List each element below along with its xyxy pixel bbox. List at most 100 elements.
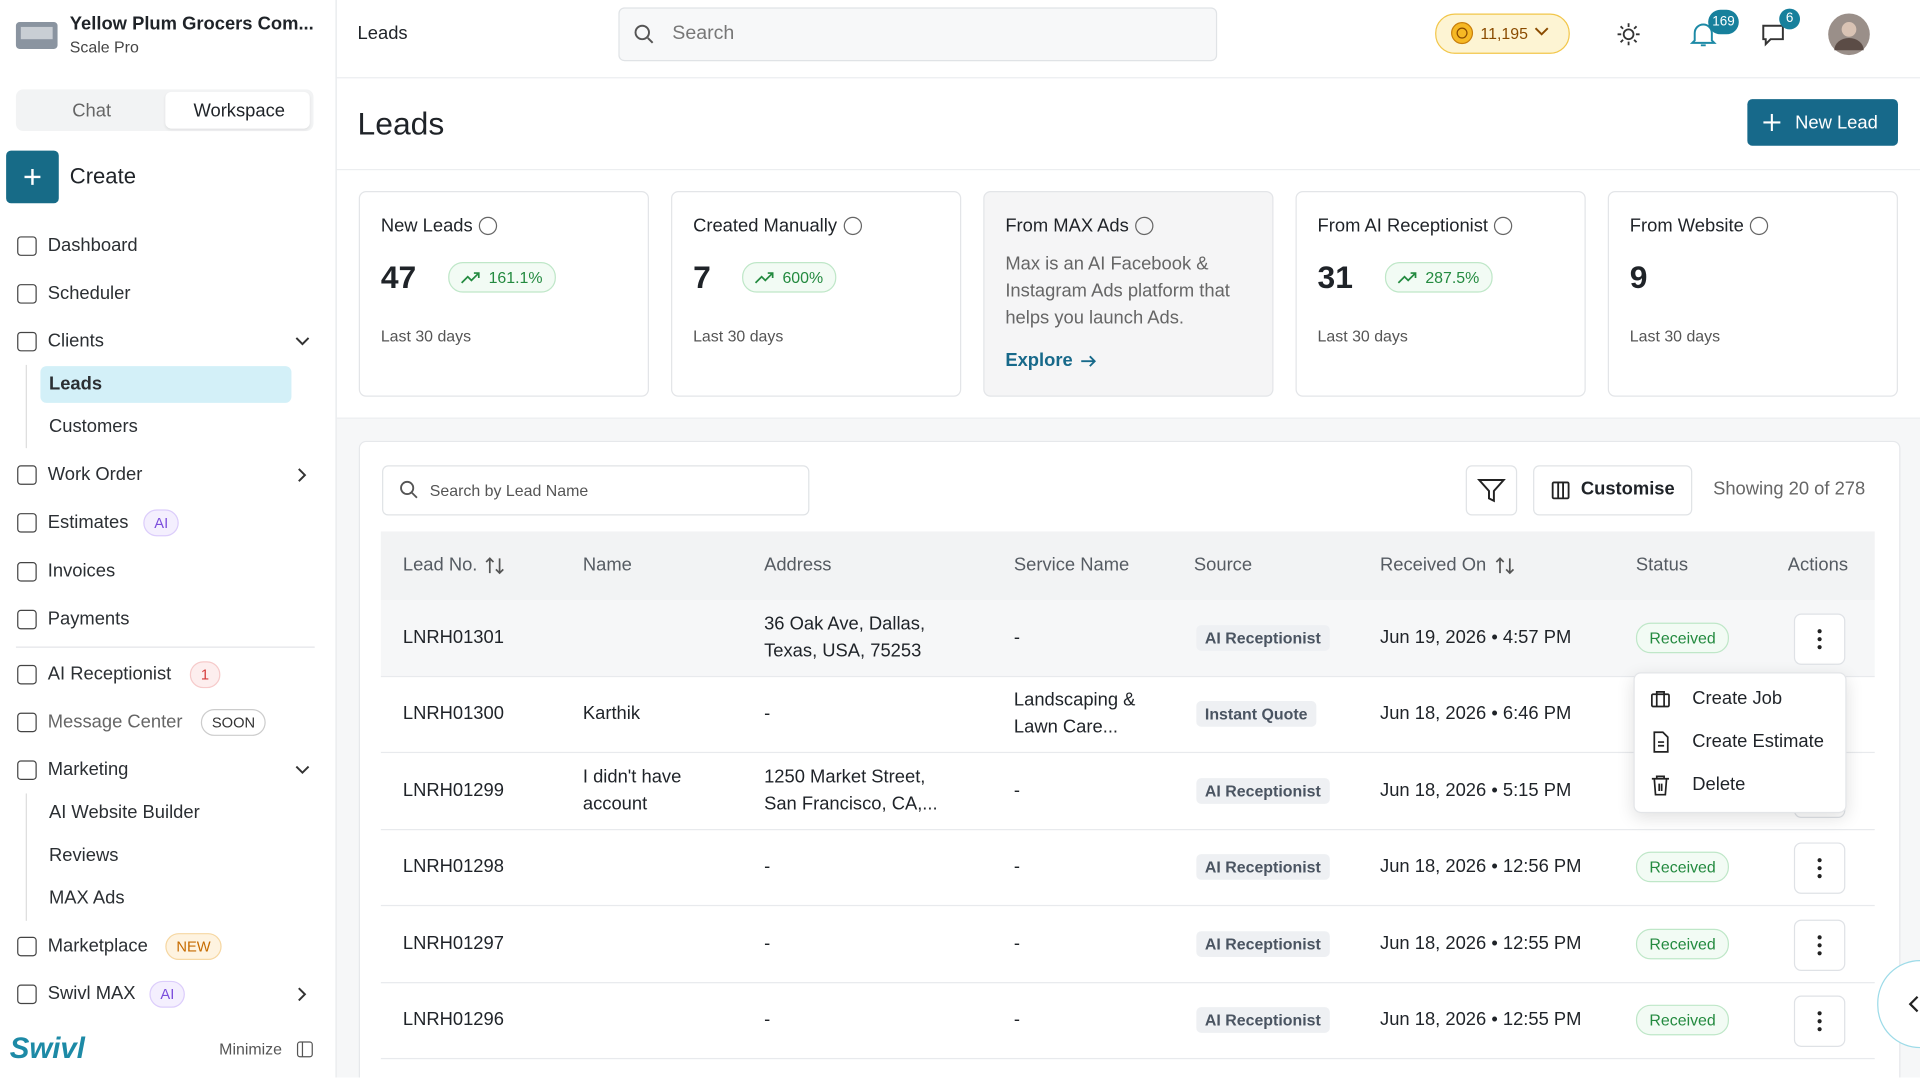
row-border bbox=[380, 828, 1875, 830]
source-badge: Instant Quote bbox=[1196, 701, 1317, 728]
stat-card bbox=[1295, 191, 1586, 397]
info-icon bbox=[478, 216, 498, 236]
source-badge: AI Receptionist bbox=[1196, 854, 1330, 881]
table-search[interactable] bbox=[382, 465, 810, 516]
page-title: Leads bbox=[357, 105, 445, 143]
plan: Scale Pro bbox=[69, 37, 139, 57]
menu-icon bbox=[1649, 688, 1671, 710]
nav-item[interactable]: Payments bbox=[47, 608, 130, 630]
card-value: 47 bbox=[380, 258, 417, 296]
nav-icon bbox=[17, 284, 37, 304]
nav-subitem[interactable]: Customers bbox=[48, 416, 138, 438]
card-title: From MAX Ads bbox=[1005, 215, 1129, 237]
search-box[interactable] bbox=[618, 7, 1218, 62]
cell-service: - bbox=[1013, 856, 1021, 877]
nav-item[interactable]: Message Center bbox=[47, 711, 183, 733]
nav-item[interactable]: Scheduler bbox=[47, 282, 131, 304]
table-search-placeholder: Search by Lead Name bbox=[429, 481, 589, 500]
status-badge: Received bbox=[1635, 851, 1730, 883]
cell-received: Jun 18, 2026 • 5:15 PM bbox=[1380, 779, 1572, 801]
bell-icon[interactable] bbox=[1689, 20, 1718, 49]
cell-received: Jun 18, 2026 • 12:56 PM bbox=[1380, 856, 1582, 877]
source-badge: AI Receptionist bbox=[1196, 1007, 1330, 1033]
collapse-button[interactable] bbox=[1877, 960, 1920, 1049]
nav-icon bbox=[17, 562, 37, 582]
column-header[interactable]: Lead No. bbox=[402, 554, 478, 576]
nav-icon bbox=[17, 513, 37, 533]
row-actions[interactable] bbox=[1793, 995, 1846, 1047]
customise-button[interactable] bbox=[1533, 465, 1693, 516]
filter-button[interactable] bbox=[1465, 465, 1518, 516]
nav-subitem[interactable]: AI Website Builder bbox=[48, 802, 200, 823]
menu-item[interactable]: Delete bbox=[1692, 773, 1746, 795]
nav-badge: 1 bbox=[189, 661, 221, 689]
search-icon bbox=[634, 24, 654, 44]
nav-badge: NEW bbox=[165, 933, 222, 961]
minimize[interactable]: Minimize bbox=[219, 1039, 282, 1058]
nav-item[interactable]: Dashboard bbox=[47, 235, 138, 256]
card-title: From Website bbox=[1629, 215, 1744, 237]
cell-address: - bbox=[764, 703, 771, 725]
brand-logo: Swivl bbox=[9, 1032, 85, 1066]
trend-icon bbox=[460, 269, 480, 284]
sort-icon bbox=[1495, 556, 1515, 576]
cell-lead-no: LNRH01300 bbox=[402, 703, 504, 725]
nav-item[interactable]: Estimates bbox=[47, 511, 129, 533]
nav-subitem[interactable]: MAX Ads bbox=[48, 887, 125, 909]
chevron bbox=[294, 467, 311, 484]
notification-count: 169 bbox=[1708, 9, 1739, 35]
nav-item[interactable]: Marketplace bbox=[47, 935, 148, 957]
menu-item[interactable]: Create Job bbox=[1692, 688, 1783, 709]
cell-lead-no: LNRH01296 bbox=[402, 1008, 504, 1030]
source-badge: AI Receptionist bbox=[1196, 777, 1330, 804]
new-lead-label[interactable]: New Lead bbox=[1795, 112, 1878, 134]
status-badge: Received bbox=[1635, 928, 1730, 959]
arrow-icon bbox=[1080, 353, 1097, 370]
credits-value: 11,195 bbox=[1480, 24, 1528, 43]
nav-item[interactable]: Swivl MAX bbox=[47, 983, 136, 1005]
card-link[interactable]: Explore bbox=[1005, 350, 1073, 372]
search-icon bbox=[400, 480, 418, 499]
nav-item[interactable]: Marketing bbox=[47, 759, 129, 781]
avatar[interactable] bbox=[1827, 12, 1871, 56]
nav-item[interactable]: Clients bbox=[47, 330, 104, 352]
status-badge: Received bbox=[1635, 622, 1730, 654]
theme-icon[interactable] bbox=[1616, 22, 1640, 46]
customise-label[interactable]: Customise bbox=[1580, 478, 1675, 500]
column-header: Name bbox=[582, 554, 632, 576]
sub-line bbox=[25, 364, 27, 449]
row-actions[interactable] bbox=[1793, 919, 1846, 971]
nav-item[interactable]: Invoices bbox=[47, 560, 116, 582]
chevron bbox=[1534, 27, 1549, 36]
row-border bbox=[380, 981, 1875, 983]
nav-subitem[interactable]: Reviews bbox=[48, 844, 119, 866]
cell-service: - bbox=[1013, 626, 1021, 648]
column-header: Service Name bbox=[1013, 554, 1130, 576]
cell-received: Jun 18, 2026 • 12:55 PM bbox=[1380, 932, 1582, 954]
menu-icon bbox=[1649, 774, 1671, 796]
card-change: 161.1% bbox=[448, 262, 557, 293]
nav-icon bbox=[17, 712, 37, 733]
credits-icon bbox=[1451, 22, 1474, 45]
row-actions[interactable] bbox=[1793, 842, 1846, 895]
message-icon[interactable] bbox=[1760, 21, 1787, 48]
menu-item[interactable]: Create Estimate bbox=[1692, 731, 1824, 752]
chevron bbox=[294, 333, 311, 350]
tab[interactable]: Workspace bbox=[193, 100, 286, 122]
stat-card bbox=[983, 191, 1274, 397]
sub-line bbox=[25, 793, 27, 921]
card-title: From AI Receptionist bbox=[1317, 215, 1489, 237]
row-actions[interactable] bbox=[1793, 613, 1846, 665]
tab[interactable]: Chat bbox=[72, 100, 112, 122]
column-header[interactable]: Received On bbox=[1380, 554, 1487, 576]
cell-received: Jun 18, 2026 • 6:46 PM bbox=[1380, 703, 1572, 725]
create-button[interactable] bbox=[6, 150, 59, 204]
nav-item[interactable]: AI Receptionist bbox=[47, 663, 172, 685]
card-description: Max is an AI Facebook & Instagram Ads pl… bbox=[1005, 253, 1230, 329]
nav-item[interactable]: Work Order bbox=[47, 464, 143, 485]
create-label[interactable]: Create bbox=[69, 164, 136, 189]
search-placeholder: Search bbox=[672, 23, 735, 45]
nav-subitem[interactable]: Leads bbox=[48, 373, 103, 395]
sort-icon bbox=[485, 556, 505, 576]
message-count: 6 bbox=[1779, 8, 1801, 30]
